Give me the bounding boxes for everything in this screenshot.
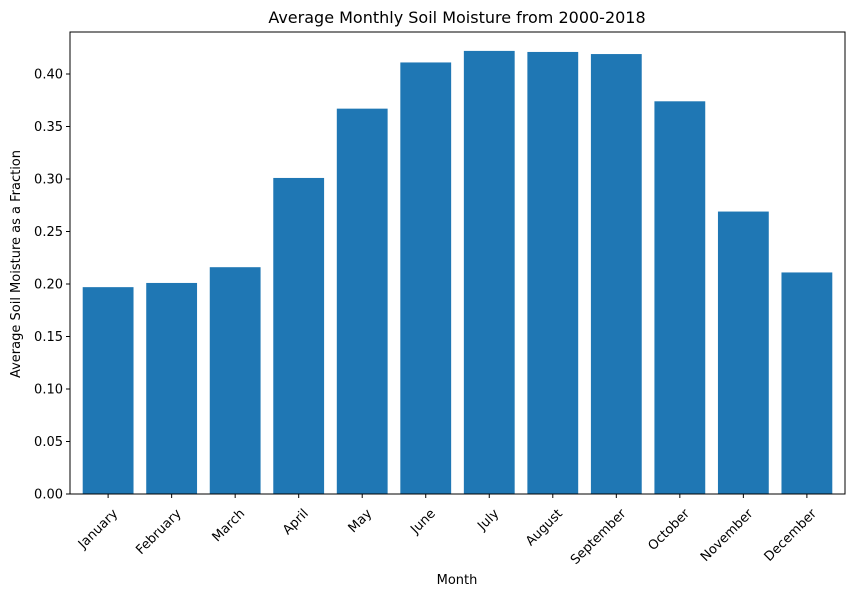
bar-november bbox=[717, 211, 769, 495]
bar-june bbox=[400, 62, 452, 494]
bar-september bbox=[590, 54, 642, 495]
y-tick-label: 0.10 bbox=[34, 383, 63, 398]
bar-december bbox=[781, 272, 833, 494]
bar-october bbox=[654, 101, 706, 495]
plot-frame bbox=[69, 31, 846, 495]
bar-january bbox=[82, 287, 134, 494]
chart-title: Average Monthly Soil Moisture from 2000-… bbox=[268, 8, 645, 27]
y-tick-label: 0.30 bbox=[34, 173, 63, 188]
y-tick-label: 0.00 bbox=[34, 488, 63, 503]
x-tick-label: October bbox=[645, 506, 693, 554]
x-tick-label: February bbox=[133, 506, 185, 558]
bar-february bbox=[146, 282, 198, 494]
y-tick-label: 0.40 bbox=[34, 68, 63, 83]
x-tick-label: November bbox=[698, 506, 757, 565]
x-tick-label: July bbox=[474, 506, 502, 534]
y-tick-label: 0.35 bbox=[34, 120, 63, 135]
y-tick-label: 0.05 bbox=[34, 435, 63, 450]
bar-may bbox=[336, 108, 388, 495]
y-tick-label: 0.20 bbox=[34, 278, 63, 293]
x-tick-label: December bbox=[762, 506, 821, 565]
x-tick-label: March bbox=[210, 506, 249, 545]
bar-august bbox=[527, 51, 579, 494]
x-axis-title: Month bbox=[437, 573, 478, 588]
x-tick-label: May bbox=[346, 506, 376, 536]
x-axis-ticks: January February March April May June July Augu… bbox=[75, 494, 820, 568]
x-tick-label: August bbox=[523, 506, 566, 549]
y-axis-title: Average Soil Moisture as a Fraction bbox=[9, 150, 24, 378]
bar-april bbox=[273, 177, 325, 494]
y-tick-label: 0.25 bbox=[34, 225, 63, 240]
bar-march bbox=[209, 267, 261, 494]
x-tick-label: June bbox=[407, 506, 438, 537]
y-axis-ticks: 0.00 0.05 0.10 0.15 0.20 0.25 0.30 0.35 0.40 bbox=[34, 68, 70, 503]
bars bbox=[82, 50, 833, 495]
bar-july bbox=[463, 50, 515, 495]
x-tick-label: January bbox=[75, 506, 121, 552]
y-tick-label: 0.15 bbox=[34, 330, 63, 345]
x-tick-label: September bbox=[568, 506, 630, 568]
x-tick-label: April bbox=[280, 506, 312, 538]
